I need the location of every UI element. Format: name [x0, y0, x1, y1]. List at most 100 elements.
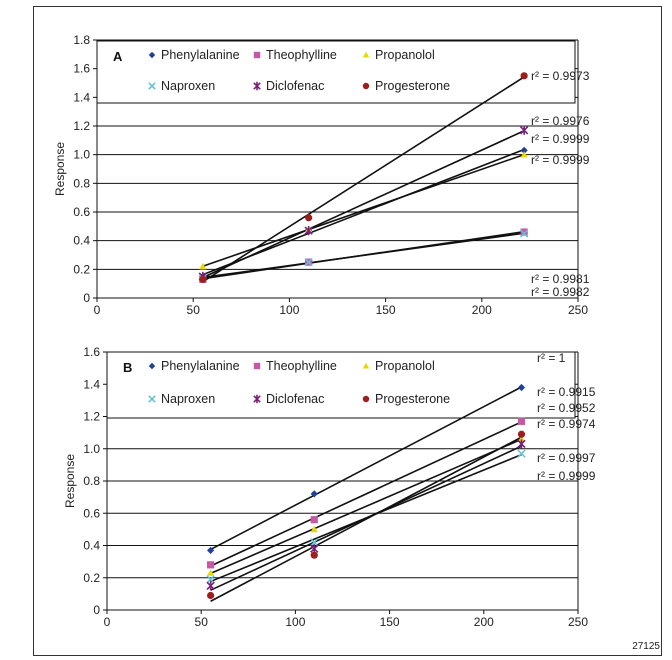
y-tick-label: 0.2: [83, 571, 100, 585]
y-tick-label: 1.2: [83, 410, 100, 424]
x-tick-label: 100: [279, 303, 299, 317]
y-axis-label: Response: [63, 454, 77, 508]
data-point: [520, 72, 528, 80]
x-tick-label: 50: [195, 615, 209, 629]
figure-id-label: 27125: [632, 641, 660, 652]
x-tick-label: 150: [380, 615, 400, 629]
trend-line: [202, 76, 525, 283]
x-tick-label: 100: [285, 615, 305, 629]
y-tick-label: 1.6: [73, 62, 90, 76]
data-point: [199, 262, 207, 270]
r2-label: r² = 0.9981: [531, 272, 590, 286]
legend-label: Theophylline: [266, 359, 337, 373]
data-point: [517, 430, 526, 438]
legend-label: Phenylalanine: [161, 48, 240, 62]
legend-marker: [362, 82, 370, 90]
y-tick-label: 1.6: [83, 345, 100, 359]
data-point: [199, 275, 207, 283]
x-tick-label: 200: [474, 615, 494, 629]
y-tick-label: 0.8: [83, 474, 100, 488]
trend-line: [210, 436, 522, 602]
data-point: [206, 575, 215, 584]
legend-marker: [362, 51, 370, 58]
r2-label: r² = 0.9976: [531, 114, 590, 128]
r2-label: r² = 0.9952: [537, 401, 596, 415]
data-point: [207, 569, 215, 576]
legend-label: Naproxen: [161, 392, 215, 406]
r2-label: r² = 0.9915: [537, 385, 596, 399]
data-point: [207, 591, 215, 600]
r2-label: r² = 0.9999: [531, 153, 590, 167]
trend-line: [202, 232, 525, 279]
legend-marker: [148, 395, 156, 403]
y-tick-label: 0: [83, 291, 90, 305]
data-point: [520, 146, 528, 154]
y-tick-label: 1.4: [83, 377, 100, 391]
legend-label: Diclofenac: [266, 79, 324, 93]
legend-box: [96, 40, 576, 104]
data-point: [517, 417, 526, 425]
x-tick-label: 0: [104, 615, 111, 629]
legend-box: [106, 351, 576, 419]
legend-marker: [253, 362, 261, 370]
legend-marker: [148, 82, 156, 90]
data-point: [519, 125, 529, 135]
legend-label: Progesterone: [375, 392, 450, 406]
y-tick-label: 0.4: [83, 539, 100, 553]
r2-label: r² = 0.9982: [531, 285, 590, 299]
data-point: [310, 516, 318, 524]
legend-label: Propanolol: [375, 48, 435, 62]
y-tick-label: 0.2: [73, 262, 90, 276]
y-tick-label: 0.6: [73, 205, 90, 219]
x-tick-label: 50: [187, 303, 201, 317]
x-tick-label: 250: [568, 303, 588, 317]
data-point: [207, 546, 215, 554]
r2-label: r² = 0.9999: [537, 469, 596, 483]
data-point: [304, 226, 313, 236]
legend-label: Propanolol: [375, 359, 435, 373]
x-tick-label: 0: [94, 303, 101, 317]
y-tick-label: 0: [93, 603, 100, 617]
y-tick-label: 1.0: [83, 442, 100, 456]
data-point: [207, 561, 215, 569]
r2-label: r² = 0.9973: [531, 69, 590, 83]
legend-marker: [362, 362, 370, 369]
y-tick-label: 1.8: [73, 33, 90, 47]
legend-label: Naproxen: [161, 79, 215, 93]
legend-marker: [148, 51, 156, 59]
legend-label: Theophylline: [266, 48, 337, 62]
figure-frame: [33, 6, 662, 656]
y-tick-label: 0.8: [73, 176, 90, 190]
x-tick-label: 200: [472, 303, 492, 317]
trend-line: [202, 130, 525, 279]
x-tick-label: 250: [568, 615, 588, 629]
r2-label: r² = 1: [537, 351, 566, 365]
chart-panel-a: 0 0.2 0.4 0.6 0.8 1.0 1.2 1.4 1.6 1.8 0 50 100 150 200…: [53, 33, 590, 317]
r2-label: r² = 0.9974: [537, 417, 596, 431]
data-point: [517, 383, 526, 392]
data-point: [310, 538, 319, 547]
y-tick-label: 1.4: [73, 90, 90, 104]
data-point: [310, 551, 318, 559]
data-point: [305, 214, 313, 222]
legend-marker: [148, 362, 156, 370]
chart-panel-b: 0 0.2 0.4 0.6 0.8 1.0 1.2 1.4 1.6 0 50 100 150 200 250…: [63, 345, 596, 629]
data-point: [517, 435, 526, 442]
x-tick-label: 150: [376, 303, 396, 317]
legend-marker: [253, 51, 261, 59]
data-point: [310, 490, 318, 498]
data-point: [520, 228, 528, 236]
data-point: [519, 229, 529, 238]
data-point: [304, 258, 313, 267]
trend-line: [202, 153, 525, 268]
legend-marker: [362, 395, 370, 403]
data-point: [520, 151, 528, 158]
data-point: [517, 449, 526, 458]
legend-label: Diclofenac: [266, 392, 324, 406]
trend-line: [210, 438, 522, 575]
trend-line: [210, 386, 522, 551]
data-point: [206, 581, 215, 591]
y-tick-label: 1.0: [73, 148, 90, 162]
legend-label: Progesterone: [375, 79, 450, 93]
